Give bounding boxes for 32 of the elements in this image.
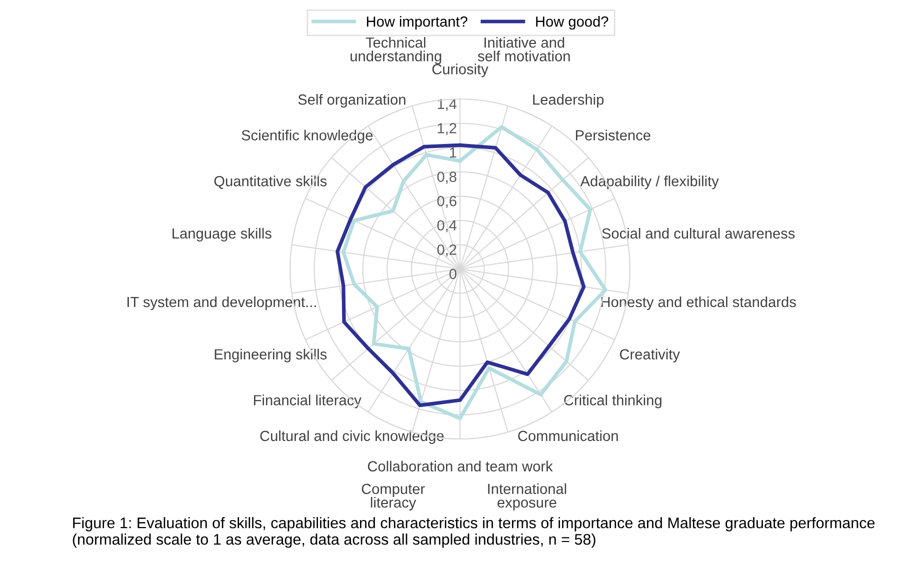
legend-label: How good? [536, 16, 608, 30]
spoke-label: Social and cultural awareness [602, 228, 795, 239]
spoke-label: Curiosity [432, 64, 488, 78]
spoke-label: Cultural and civic knowledge [260, 430, 444, 444]
spoke-label: Technical understanding [350, 37, 442, 64]
spoke-label: Self organization [298, 94, 406, 108]
y-tick-label: 0,6 [437, 196, 456, 208]
y-tick-label: 1,2 [438, 123, 456, 136]
spoke-label: Leadership [533, 94, 604, 108]
spoke-label: Creativity [620, 348, 680, 362]
spoke-label: Scientific knowledge [242, 130, 373, 144]
spoke-label: IT system and development... [128, 296, 316, 310]
caption: Figure 1: Evaluation of skills, capabilities and characteristics in terms of importance and Maltese graduate performance (normalized scale to 1 as average, data across all sampled industries, n = 58) [72, 517, 875, 548]
spoke-label: Critical thinking [564, 394, 662, 408]
spoke-label: Financial literacy [254, 394, 362, 408]
y-tick-label: 0,4 [437, 220, 457, 232]
spoke-label: Computer literacy [362, 484, 425, 511]
spoke-label: Adapability / flexibility [580, 176, 719, 190]
spoke-label: Engineering skills [214, 348, 327, 362]
spoke-label: Communication [518, 430, 618, 442]
spoke-label: Language skills [172, 228, 272, 242]
y-tick-label: 0,8 [437, 172, 456, 184]
spoke-label: Collaboration and team work [368, 460, 553, 472]
spoke-label: International exposure [488, 483, 566, 511]
spoke-label: Honesty and ethical standards [601, 296, 796, 310]
y-tick-label: 0,2 [437, 244, 456, 257]
legend-label: How important? [366, 16, 468, 30]
spoke-label: Initiative and self motivation [478, 37, 570, 62]
y-tick-label: 1 [450, 148, 456, 158]
y-tick-label: 0 [449, 268, 456, 280]
spoke-label: Quantitative skills [214, 176, 327, 189]
spoke-label: Persistence [576, 130, 650, 140]
